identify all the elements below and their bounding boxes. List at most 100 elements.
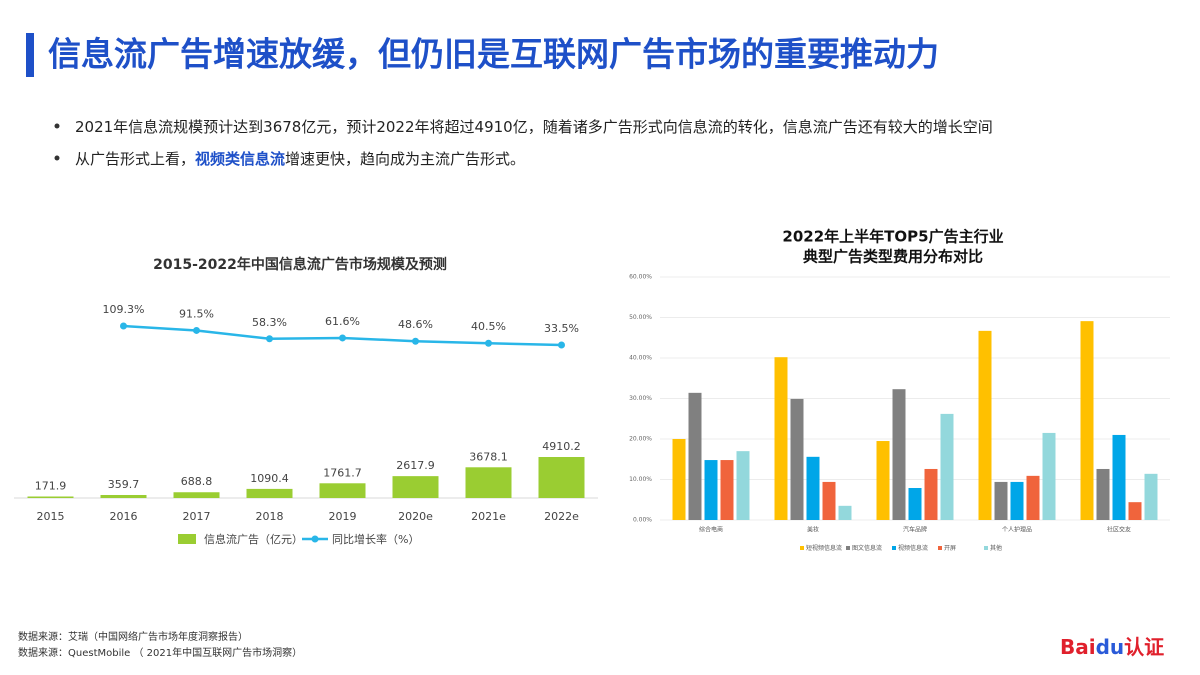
x-tick-label: 2016 — [110, 510, 138, 523]
data-label: 3678.1 — [469, 450, 508, 463]
bullet: 从广告形式上看，视频类信息流增速更快，趋向成为主流广告形式。 — [75, 150, 525, 168]
data-label: 171.9 — [35, 480, 67, 493]
bar — [892, 389, 906, 520]
bar — [688, 392, 702, 520]
bar — [100, 494, 147, 498]
line-point — [558, 341, 565, 349]
x-tick-label: 个人护理品 — [1002, 526, 1032, 534]
bullet-text: 增速更快，趋向成为主流广告形式。 — [285, 150, 525, 168]
logo-text: Bai — [1060, 635, 1096, 659]
data-label: 48.6% — [398, 318, 433, 331]
bar — [924, 468, 938, 520]
legend-swatch — [178, 534, 196, 544]
bar — [1042, 432, 1056, 520]
bar — [790, 398, 804, 520]
legend-label: 图文信息流 — [852, 544, 882, 552]
bar — [465, 467, 512, 498]
slide-title: 信息流广告增速放缓，但仍旧是互联网广告市场的重要推动力 — [48, 35, 939, 74]
bar — [940, 413, 954, 520]
bar — [538, 457, 585, 498]
logo: Baidu认证 — [1060, 635, 1164, 659]
y-tick-label: 60.00% — [629, 274, 652, 281]
x-tick-label: 2019 — [329, 510, 357, 523]
source: 数据来源：艾瑞（中国网络广告市场年度洞察报告） — [18, 630, 248, 643]
bar — [704, 460, 718, 520]
line-point — [412, 337, 419, 345]
legend-label: 同比增长率（%） — [332, 532, 419, 546]
legend-label: 其他 — [990, 544, 1002, 552]
x-tick-label: 2022e — [544, 510, 579, 523]
chart-title: 典型广告类型费用分布对比 — [803, 248, 983, 266]
legend-label: 视频信息流 — [898, 544, 928, 552]
data-label: 2617.9 — [396, 459, 435, 472]
bullet-text: 从广告形式上看， — [75, 150, 195, 168]
line-point — [120, 322, 127, 330]
bar — [173, 492, 220, 498]
bar — [806, 456, 820, 520]
legend-label: 信息流广告（亿元） — [204, 532, 303, 546]
x-tick-label: 2017 — [183, 510, 211, 523]
bar — [672, 439, 686, 520]
bullet: 2021年信息流规模预计达到3678亿元，预计2022年将超过4910亿，随着诸… — [75, 118, 993, 136]
x-tick-label: 汽车品牌 — [903, 526, 927, 534]
y-tick-label: 30.00% — [629, 395, 652, 402]
line-point — [485, 339, 492, 347]
legend-swatch — [892, 546, 896, 550]
data-label: 1090.4 — [250, 472, 289, 485]
bar — [908, 488, 922, 520]
y-tick-label: 20.00% — [629, 436, 652, 443]
x-tick-label: 2021e — [471, 510, 506, 523]
bar — [1096, 468, 1110, 520]
legend-label: 短视频信息流 — [806, 544, 842, 552]
bullet-highlight: 视频类信息流 — [195, 150, 285, 168]
bar — [246, 488, 293, 498]
bar — [1112, 434, 1126, 520]
data-label: 359.7 — [108, 478, 140, 491]
y-tick-label: 50.00% — [629, 314, 652, 321]
data-label: 61.6% — [325, 315, 360, 328]
y-tick-label: 10.00% — [629, 476, 652, 483]
bar — [978, 330, 992, 520]
bar — [1010, 481, 1024, 520]
legend-swatch — [984, 546, 988, 550]
bar — [1080, 321, 1094, 520]
bar — [822, 481, 836, 520]
legend-swatch — [311, 535, 319, 543]
x-tick-label: 综合电商 — [699, 526, 723, 534]
bullet-text: 2021年信息流规模预计达到3678亿元，预计2022年将超过4910亿，随着诸… — [75, 118, 993, 136]
x-tick-label: 社区交友 — [1107, 526, 1131, 534]
legend-swatch — [846, 546, 850, 550]
bar — [392, 476, 439, 498]
data-label: 40.5% — [471, 320, 506, 333]
chart-title: 2022年上半年TOP5广告主行业 — [782, 228, 1003, 246]
logo-text: 认证 — [1124, 635, 1164, 659]
title-bar — [26, 33, 34, 77]
bullet-dot — [54, 155, 60, 161]
bar — [1144, 473, 1158, 520]
bar — [736, 451, 750, 520]
bar — [27, 496, 74, 498]
bar — [1128, 502, 1142, 520]
x-tick-label: 2020e — [398, 510, 433, 523]
bar — [720, 460, 734, 520]
line-point — [266, 335, 273, 343]
data-label: 1761.7 — [323, 466, 362, 479]
bar — [994, 481, 1008, 520]
data-label: 91.5% — [179, 307, 214, 320]
legend-swatch — [800, 546, 804, 550]
line-point — [339, 334, 346, 342]
source: 数据来源：QuestMobile （ 2021年中国互联网广告市场洞察） — [18, 646, 302, 659]
line-point — [193, 326, 200, 334]
data-label: 109.3% — [103, 303, 145, 316]
data-label: 58.3% — [252, 316, 287, 329]
bar — [838, 505, 852, 520]
y-tick-label: 0.00% — [633, 517, 652, 524]
x-tick-label: 2015 — [37, 510, 65, 523]
bullet-dot — [54, 123, 60, 129]
legend-label: 开屏 — [944, 545, 956, 552]
data-label: 33.5% — [544, 322, 579, 335]
x-tick-label: 2018 — [256, 510, 284, 523]
bar — [876, 441, 890, 520]
